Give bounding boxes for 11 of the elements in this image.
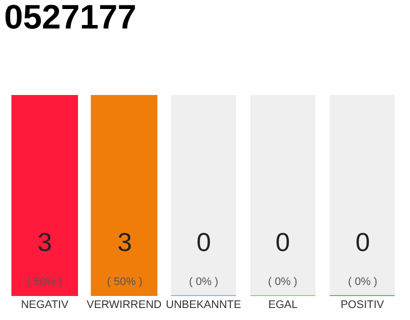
x-tick-label: NEGATIV [20,299,70,311]
data-label: 0 ( 0% ) [348,227,378,288]
data-label: 0 ( 0% ) [189,227,218,288]
data-label: 0 ( 0% ) [268,227,298,288]
data-label: 3 ( 50% ) [107,227,142,288]
x-tick-label: UNBEKANNTE [166,299,242,311]
chart-title: 0527177 [4,0,136,37]
x-tick-label: EGAL [268,299,298,311]
data-label: 3 ( 50% ) [27,227,62,288]
x-tick-label: VERWIRREND [86,299,162,311]
x-tick-label: POSITIV [340,299,385,311]
